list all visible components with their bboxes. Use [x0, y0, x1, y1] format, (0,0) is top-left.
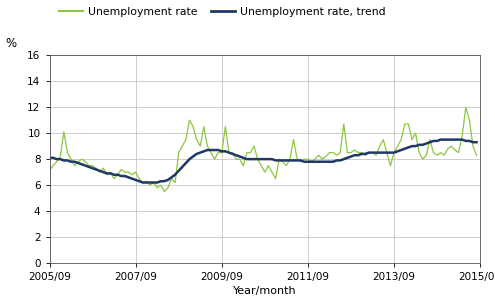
- Unemployment rate: [161, 190, 167, 193]
- Unemployment rate: [345, 151, 350, 155]
- Unemployment rate: [474, 153, 480, 157]
- Unemployment rate, trend: [140, 181, 146, 184]
- Unemployment rate: [388, 164, 394, 167]
- Unemployment rate: [287, 157, 293, 161]
- Unemployment rate: [466, 118, 472, 122]
- Unemployment rate, trend: [47, 156, 52, 160]
- Unemployment rate, trend: [165, 178, 171, 182]
- Unemployment rate: [47, 169, 52, 173]
- Unemployment rate, trend: [345, 156, 350, 160]
- Unemployment rate: [463, 105, 469, 109]
- Unemployment rate, trend: [388, 151, 394, 155]
- Text: %: %: [5, 38, 16, 50]
- Line: Unemployment rate, trend: Unemployment rate, trend: [50, 140, 477, 182]
- Unemployment rate, trend: [474, 140, 480, 144]
- Unemployment rate, trend: [136, 179, 142, 183]
- Unemployment rate, trend: [287, 159, 293, 162]
- Unemployment rate: [136, 177, 142, 181]
- Line: Unemployment rate: Unemployment rate: [50, 107, 477, 192]
- Legend: Unemployment rate, Unemployment rate, trend: Unemployment rate, Unemployment rate, tr…: [55, 2, 390, 21]
- Unemployment rate, trend: [438, 138, 444, 141]
- Unemployment rate, trend: [466, 139, 472, 143]
- X-axis label: Year/month: Year/month: [233, 286, 297, 296]
- Unemployment rate: [165, 186, 171, 189]
